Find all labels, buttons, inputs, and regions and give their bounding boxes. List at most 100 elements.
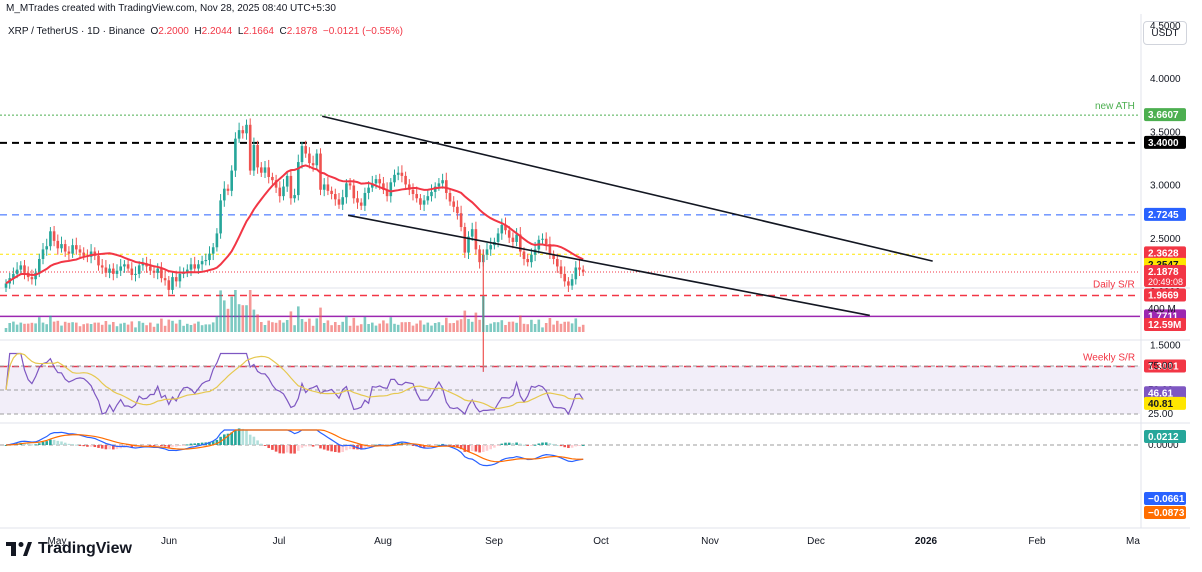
macd-histogram-bar	[544, 442, 548, 445]
macd-histogram-bar	[145, 445, 148, 446]
volume-bar	[559, 323, 563, 332]
macd-histogram-bar	[482, 445, 485, 452]
candle-body	[141, 263, 145, 266]
macd-histogram-bar	[26, 443, 30, 445]
macd-histogram-bar	[160, 445, 163, 447]
candle-body	[160, 268, 163, 279]
volume-bar	[467, 319, 470, 332]
candle-body	[126, 264, 130, 269]
candle-body	[356, 198, 359, 203]
volume-bar	[430, 325, 433, 332]
candle-body	[485, 249, 489, 255]
time-axis-label: Sep	[485, 536, 503, 547]
volume-bar	[186, 323, 189, 332]
candle-body	[530, 254, 533, 263]
candle-body	[197, 264, 200, 269]
candle-body	[489, 245, 492, 250]
volume-bar	[137, 321, 141, 332]
volume-bar	[541, 327, 544, 332]
candle-body	[507, 230, 511, 238]
price-tick-label: 3.5000	[1150, 127, 1181, 138]
volume-badge	[1144, 318, 1186, 331]
candle-body	[260, 167, 263, 173]
macd-histogram-bar	[326, 445, 330, 451]
macd-histogram-bar	[297, 445, 300, 451]
volume-bar	[115, 326, 119, 332]
macd-histogram-bar	[441, 443, 444, 445]
macd-histogram-bar	[78, 445, 82, 446]
candle-body	[134, 273, 137, 275]
candle-body	[56, 240, 60, 249]
price-badge	[1144, 288, 1186, 302]
change-value: −0.0121 (−0.55%)	[322, 26, 403, 37]
macd-histogram-bar	[82, 445, 85, 447]
volume-bar	[337, 325, 341, 332]
volume-bar	[570, 323, 574, 332]
volume-bar	[174, 323, 178, 332]
macd-histogram-bar	[319, 445, 322, 449]
volume-bar	[19, 322, 23, 332]
price-badge-label: 2.7245	[1148, 210, 1179, 221]
macd-histogram-bar	[282, 445, 285, 454]
candle-body	[452, 201, 455, 207]
volume-bar	[167, 319, 171, 332]
volume-bar	[208, 324, 211, 332]
candle-body	[38, 258, 41, 273]
volume-bar	[322, 323, 326, 332]
macd-histogram-bar	[112, 445, 115, 450]
candle-body	[330, 190, 333, 195]
candle-body	[371, 183, 374, 188]
macd-histogram-bar	[86, 445, 89, 447]
volume-bar	[463, 310, 467, 332]
macd-histogram-bar	[226, 433, 230, 445]
macd-histogram-bar	[293, 445, 296, 454]
candle-body	[156, 268, 159, 273]
macd-histogram-bar	[433, 445, 437, 446]
volume-bar	[478, 319, 481, 332]
macd-histogram-bar	[248, 434, 252, 445]
macd-histogram-bar	[60, 441, 63, 445]
candle-body	[171, 277, 174, 290]
volume-bar	[41, 322, 45, 332]
volume-tick-label: 400 M	[1148, 304, 1176, 315]
macd-histogram-bar	[485, 445, 489, 451]
candle-body	[41, 249, 45, 259]
volume-bar	[145, 325, 148, 332]
volume-bar	[26, 323, 30, 332]
macd-hist-badge-label: 0.0212	[1148, 432, 1179, 443]
volume-bar	[578, 326, 581, 332]
currency-button[interactable]: USDT	[1143, 21, 1187, 45]
volume-bar	[282, 322, 285, 332]
macd-histogram-bar	[352, 445, 356, 450]
macd-histogram-bar	[448, 445, 452, 446]
candle-body	[511, 237, 515, 242]
macd-histogram-bar	[241, 428, 245, 445]
macd-histogram-bar	[322, 445, 326, 450]
macd-histogram-bar	[30, 444, 34, 446]
symbol-title[interactable]: XRP / TetherUS · 1D · Binance	[8, 26, 145, 37]
macd-histogram-bar	[178, 445, 182, 446]
macd-histogram-bar	[156, 445, 159, 446]
volume-bar	[182, 325, 185, 332]
time-axis-label: Feb	[1028, 536, 1046, 547]
volume-bar	[71, 322, 74, 332]
macd-histogram-bar	[289, 445, 293, 454]
volume-bar	[141, 322, 145, 332]
volume-bar	[152, 326, 156, 332]
candle-body	[137, 265, 141, 274]
macd-histogram-bar	[411, 445, 415, 446]
candle-body	[574, 267, 578, 280]
macd-histogram-bar	[252, 436, 256, 445]
macd-histogram-bar	[526, 445, 529, 446]
rsi-badge-label: 46.61	[1148, 388, 1173, 399]
volume-bar	[4, 328, 8, 332]
volume-bar	[311, 325, 315, 332]
volume-bar	[219, 290, 222, 332]
candle-body	[12, 273, 15, 279]
volume-bar	[45, 324, 48, 332]
price-badge	[1144, 135, 1186, 149]
candle-body	[308, 153, 311, 164]
rsi-ma-badge-label: 40.81	[1148, 399, 1173, 410]
volume-bar	[352, 317, 356, 332]
